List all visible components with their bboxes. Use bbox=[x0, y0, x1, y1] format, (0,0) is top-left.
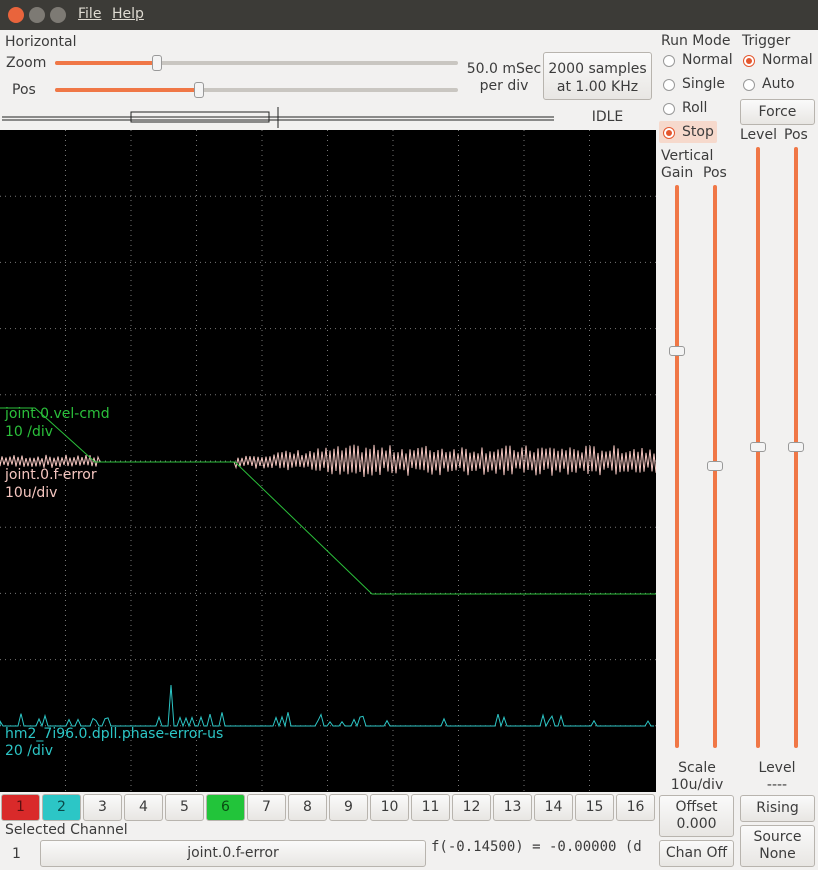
samples-button[interactable]: 2000 samples at 1.00 KHz bbox=[543, 52, 652, 100]
label: Pos bbox=[703, 165, 727, 181]
status: IDLE bbox=[591, 109, 624, 125]
label: Scale bbox=[678, 760, 716, 776]
maximize-button[interactable] bbox=[50, 7, 66, 23]
slider-handle[interactable] bbox=[750, 442, 766, 452]
slider-handle[interactable] bbox=[707, 461, 723, 471]
group-title: Selected Channel bbox=[5, 822, 128, 838]
text: Source bbox=[753, 829, 802, 845]
channel-button[interactable]: 6 bbox=[206, 794, 245, 821]
text: at 1.00 KHz bbox=[556, 79, 639, 95]
readout: f(-0.14500) = -0.00000 (d bbox=[431, 839, 642, 855]
edge-button[interactable]: Rising bbox=[740, 795, 815, 822]
title-bar: File Help bbox=[0, 0, 818, 30]
slider-handle[interactable] bbox=[152, 55, 162, 71]
trace-scale: 10u/div bbox=[5, 485, 58, 501]
text: per div bbox=[479, 78, 529, 94]
text: 2000 samples bbox=[548, 61, 647, 77]
trace-name: joint.0.f-error bbox=[5, 467, 97, 483]
menu-help[interactable]: Help bbox=[112, 6, 144, 22]
slider-fill bbox=[55, 61, 157, 65]
slider-handle[interactable] bbox=[669, 346, 685, 356]
radio[interactable] bbox=[743, 79, 755, 91]
channel-button[interactable]: 3 bbox=[83, 794, 122, 821]
overview-window bbox=[130, 111, 270, 123]
channel-button[interactable]: 15 bbox=[575, 794, 614, 821]
gain-slider[interactable] bbox=[675, 185, 679, 748]
label: Pos bbox=[12, 82, 36, 98]
channel-button[interactable]: 9 bbox=[329, 794, 368, 821]
scope-display bbox=[0, 130, 656, 792]
label: Level bbox=[758, 760, 796, 776]
overview-bar bbox=[2, 107, 554, 128]
channel-button[interactable]: 11 bbox=[411, 794, 450, 821]
radio-label[interactable]: Stop bbox=[682, 124, 714, 140]
channel-button[interactable]: 12 bbox=[452, 794, 491, 821]
label: Gain bbox=[661, 165, 694, 181]
rate-display: 50.0 mSec per div bbox=[462, 61, 546, 95]
channel-button[interactable]: 1 bbox=[1, 794, 40, 821]
trace-vel-cmd bbox=[0, 407, 656, 595]
trace-name: hm2_7i96.0.dpll.phase-error-us bbox=[5, 726, 224, 742]
zoom-slider[interactable] bbox=[55, 61, 458, 65]
group-title: Vertical bbox=[661, 148, 714, 164]
channel-name-button[interactable]: joint.0.f-error bbox=[40, 840, 426, 867]
radio-label[interactable]: Auto bbox=[762, 76, 795, 92]
channel-button[interactable]: 16 bbox=[616, 794, 655, 821]
text: Offset bbox=[675, 799, 718, 815]
selected-highlight bbox=[659, 121, 717, 143]
radio[interactable] bbox=[663, 55, 675, 67]
radio[interactable] bbox=[663, 79, 675, 91]
offset-button[interactable]: Offset 0.000 bbox=[659, 795, 734, 837]
label: Level bbox=[740, 127, 777, 143]
channel-button[interactable]: 8 bbox=[288, 794, 327, 821]
slider-handle[interactable] bbox=[788, 442, 804, 452]
radio-label[interactable]: Normal bbox=[762, 52, 813, 68]
radio-label[interactable]: Roll bbox=[682, 100, 708, 116]
menu-file[interactable]: File bbox=[78, 6, 102, 22]
chan-off-button[interactable]: Chan Off bbox=[659, 840, 734, 867]
trace-scale: 20 /div bbox=[5, 743, 54, 759]
radio[interactable] bbox=[743, 55, 755, 67]
radio[interactable] bbox=[663, 103, 675, 115]
trace-phase-error bbox=[0, 684, 654, 728]
channel-button[interactable]: 13 bbox=[493, 794, 532, 821]
radio-label[interactable]: Normal bbox=[682, 52, 733, 68]
label: Zoom bbox=[6, 55, 47, 71]
slider-handle[interactable] bbox=[194, 82, 204, 98]
text: 0.000 bbox=[676, 816, 717, 832]
group-title: Trigger bbox=[742, 33, 791, 49]
trace-scale: 10 /div bbox=[5, 424, 54, 440]
force-button[interactable]: Force bbox=[740, 99, 815, 125]
channel-number: 1 bbox=[12, 846, 21, 862]
channel-button[interactable]: 10 bbox=[370, 794, 409, 821]
group-title: Horizontal bbox=[5, 34, 77, 50]
minimize-button[interactable] bbox=[29, 7, 45, 23]
label: Pos bbox=[784, 127, 808, 143]
source-button[interactable]: Source None bbox=[740, 825, 815, 867]
radio[interactable] bbox=[663, 127, 675, 139]
channel-button[interactable]: 2 bbox=[42, 794, 81, 821]
value: 10u/div bbox=[670, 777, 724, 793]
pos-slider[interactable] bbox=[55, 88, 458, 92]
channel-button[interactable]: 5 bbox=[165, 794, 204, 821]
trace-name: joint.0.vel-cmd bbox=[5, 406, 110, 422]
value: ---- bbox=[766, 777, 788, 793]
channel-button[interactable]: 4 bbox=[124, 794, 163, 821]
slider-fill bbox=[55, 88, 199, 92]
group-title: Run Mode bbox=[661, 33, 731, 49]
channel-button[interactable]: 14 bbox=[534, 794, 573, 821]
close-button[interactable] bbox=[8, 7, 24, 23]
text: None bbox=[759, 846, 796, 862]
radio-label[interactable]: Single bbox=[682, 76, 726, 92]
text: 50.0 mSec bbox=[466, 61, 542, 77]
channel-button[interactable]: 7 bbox=[247, 794, 286, 821]
